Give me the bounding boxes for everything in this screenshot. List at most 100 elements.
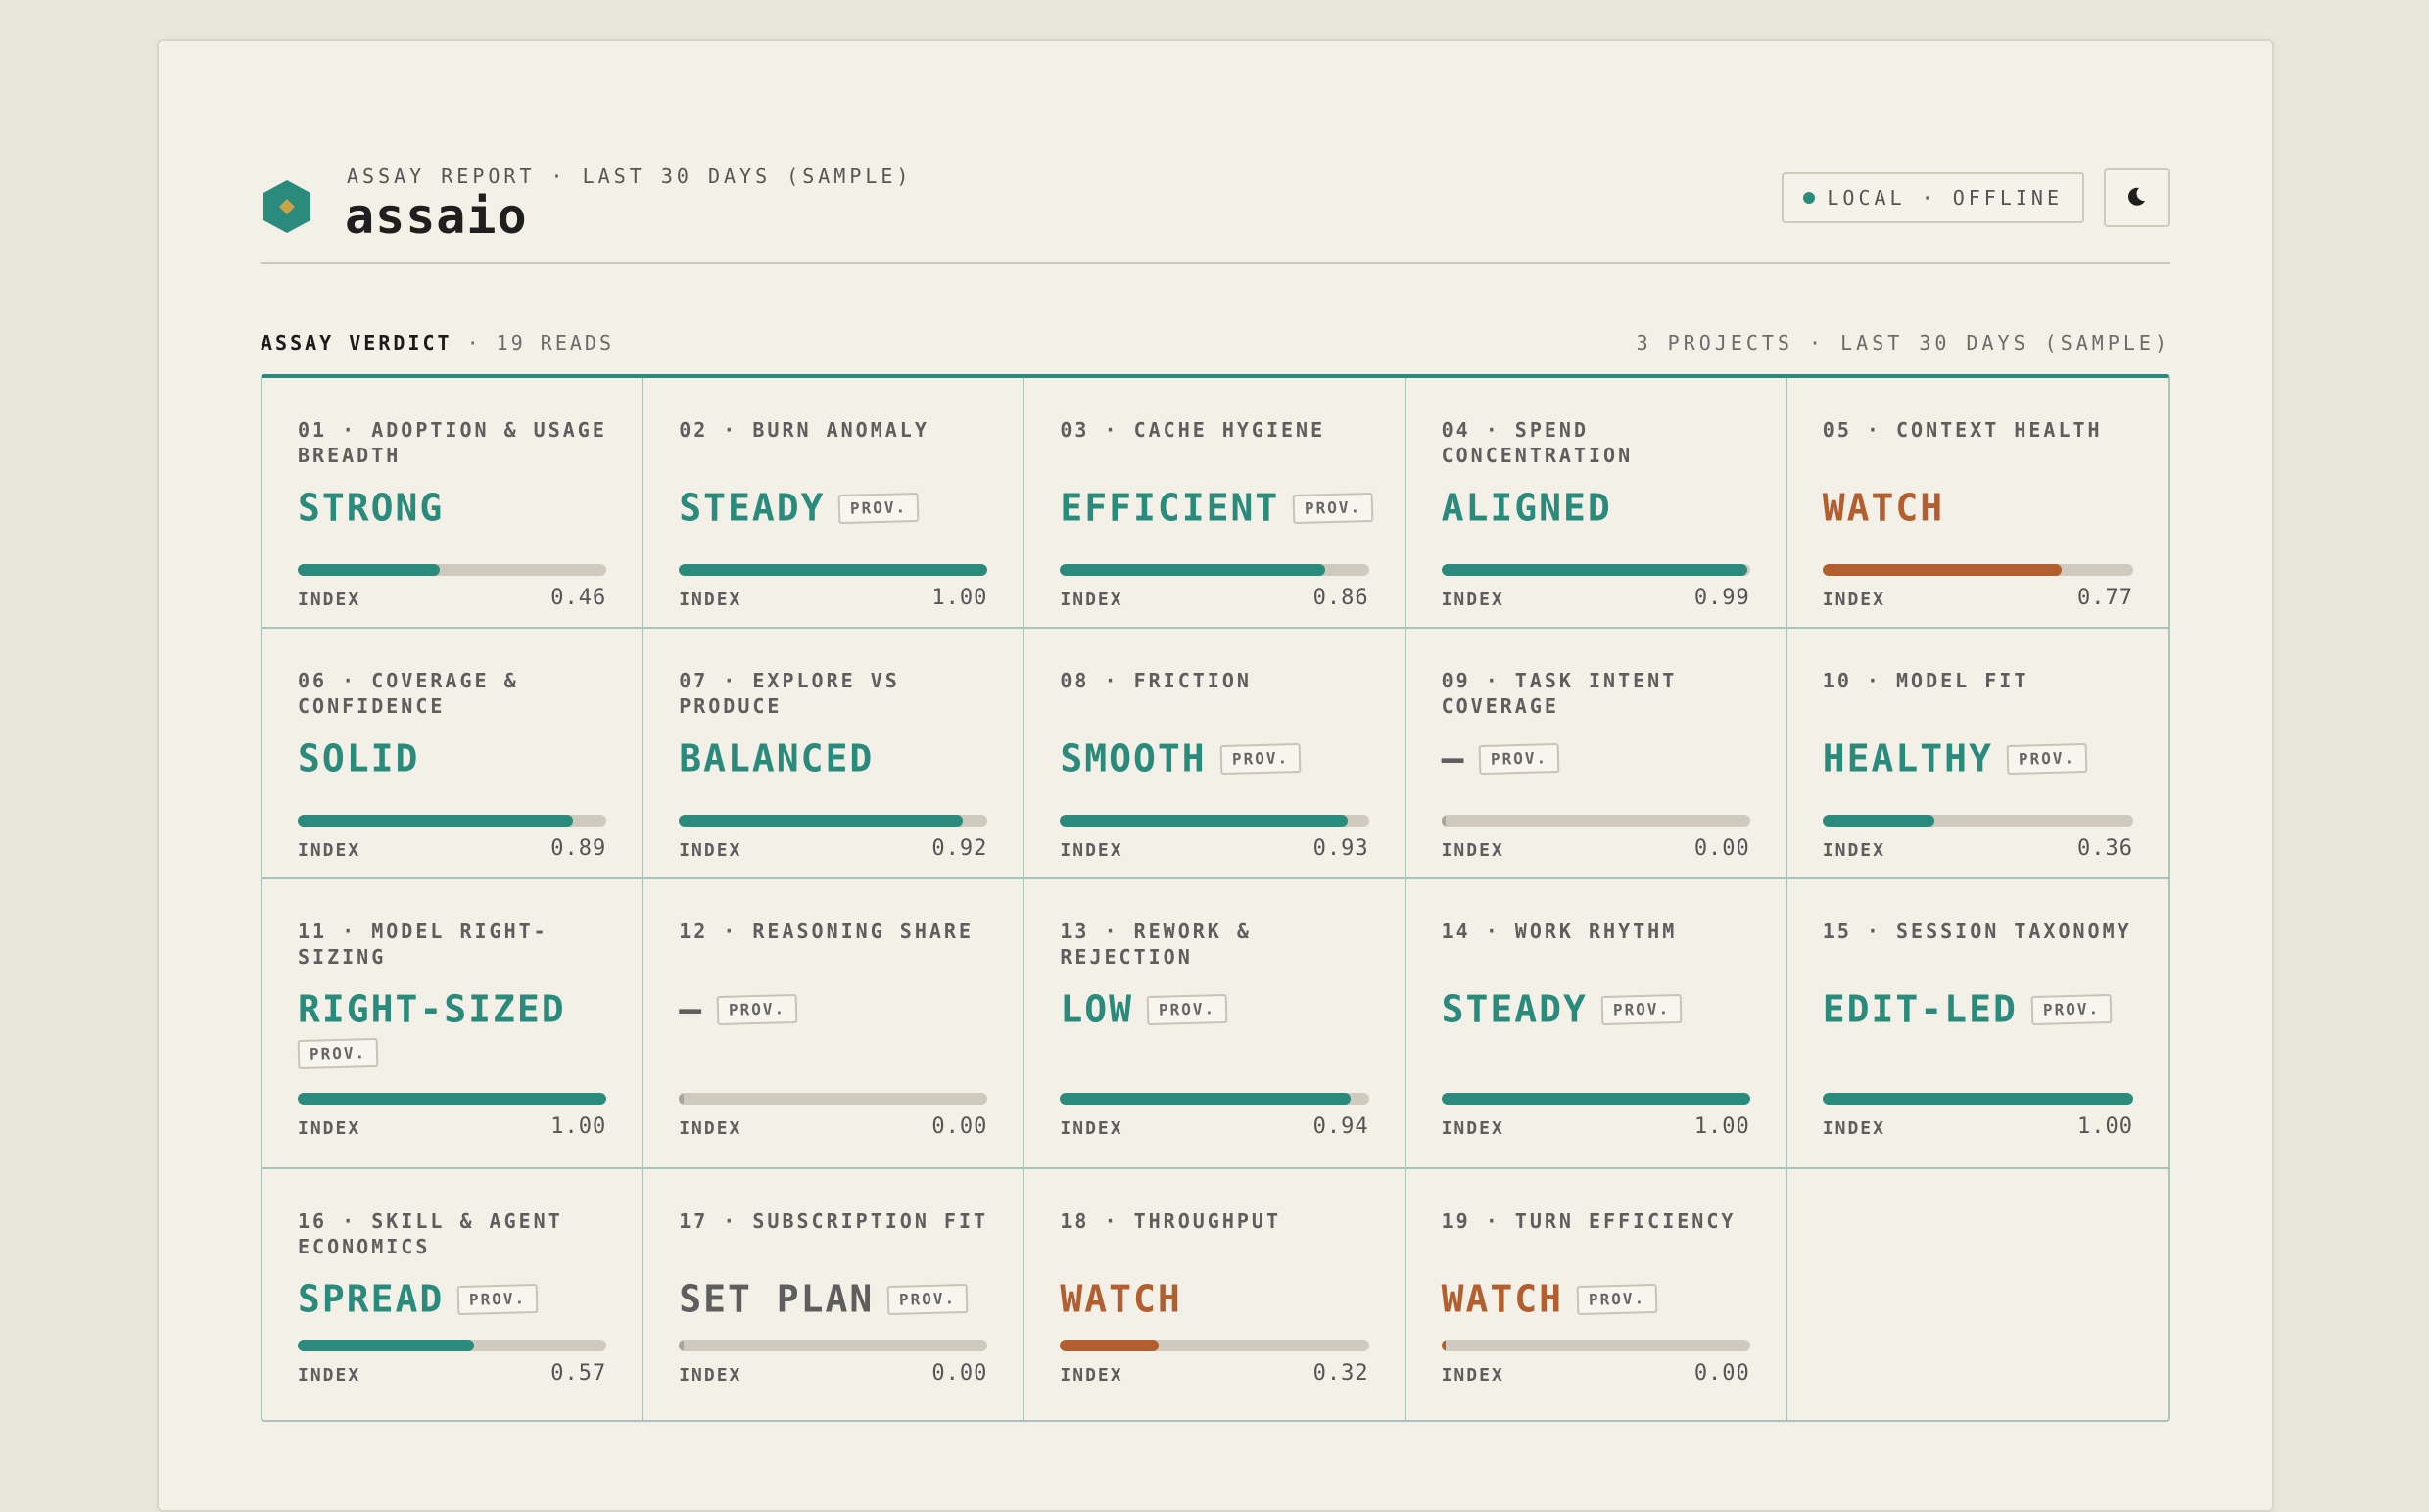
index-value: 0.32: [1312, 1361, 1369, 1386]
verdict-card: 07 · EXPLORE VS PRODUCE BALANCED INDEX 0.92: [643, 629, 1025, 879]
index-bar-fill: [298, 815, 573, 827]
verdict-card: 06 · COVERAGE & CONFIDENCE SOLID INDEX 0.89: [262, 629, 644, 879]
provisional-badge: PROV.: [2030, 993, 2113, 1025]
index-value: 0.57: [550, 1361, 607, 1386]
index-label: INDEX: [1060, 840, 1123, 861]
card-verdict: SMOOTH PROV.: [1060, 734, 1384, 780]
card-verdict: EDIT-LED PROV.: [1823, 985, 2149, 1031]
status-dot-icon: [1803, 192, 1816, 204]
index-label: INDEX: [1441, 1118, 1504, 1139]
index-label: INDEX: [1060, 1365, 1123, 1386]
verdict-card: 17 · SUBSCRIPTION FIT SET PLAN PROV. INDEX 0…: [643, 1169, 1025, 1420]
index-bar-fill: [1441, 1093, 1750, 1105]
index-label: INDEX: [298, 1118, 361, 1139]
index-bar: [679, 1340, 988, 1351]
index-bar-fill: [298, 1093, 607, 1105]
card-label: 12 · REASONING SHARE: [679, 920, 975, 943]
card-verdict: ALIGNED: [1442, 484, 1766, 530]
index-bar: [298, 1093, 607, 1105]
card-verdict: STEADY PROV.: [679, 484, 1003, 530]
index-label: INDEX: [1822, 590, 1885, 610]
verdict-text: WATCH: [1060, 1277, 1182, 1321]
index-value: 0.00: [931, 1361, 988, 1386]
verdict-card: 03 · CACHE HYGIENE EFFICIENT PROV. INDEX 0.8…: [1024, 378, 1406, 629]
verdict-grid: 01 · ADOPTION & USAGE BREADTH STRONG INDEX…: [261, 374, 2170, 1422]
index-bar-fill: [1060, 1093, 1351, 1105]
header-divider: [261, 262, 2170, 264]
verdict-card: 19 · TURN EFFICIENCY WATCH PROV. INDEX 0.00: [1406, 1169, 1787, 1420]
verdict-text: STEADY: [679, 486, 826, 530]
index-value: 0.93: [1312, 836, 1369, 861]
provisional-badge: PROV.: [2006, 742, 2088, 775]
verdict-card: 11 · MODEL RIGHT-SIZING RIGHT-SIZED PROV. I…: [262, 879, 644, 1169]
verdict-card: 14 · WORK RHYTHM STEADY PROV. INDEX 1.00: [1405, 879, 1787, 1169]
card-verdict: HEALTHY PROV.: [1823, 734, 2149, 780]
index-bar-fill: [1822, 1093, 2133, 1105]
verdict-card: 10 · MODEL FIT HEALTHY PROV. INDEX 0.36: [1786, 629, 2168, 879]
report-panel: ASSAY REPORT · LAST 30 DAYS (SAMPLE) ass…: [157, 39, 2274, 1512]
index-value: 0.00: [1693, 836, 1750, 861]
index-bar-fill: [679, 815, 964, 827]
index-bar: [1822, 564, 2133, 576]
index-label: INDEX: [679, 840, 742, 861]
provisional-badge: PROV.: [1576, 1283, 1658, 1315]
verdict-card: 09 · TASK INTENT COVERAGE — PROV. INDEX 0.00: [1405, 629, 1787, 879]
card-label: 10 · MODEL FIT: [1822, 669, 2029, 692]
index-bar: [298, 564, 607, 576]
provisional-badge: PROV.: [1600, 993, 1683, 1025]
index-bar-fill: [1822, 564, 2063, 576]
index-bar: [1060, 1093, 1369, 1105]
card-verdict: WATCH: [1060, 1275, 1384, 1321]
index-bar-fill: [1060, 815, 1348, 827]
card-verdict: LOW PROV.: [1060, 985, 1384, 1031]
verdict-card: 12 · REASONING SHARE — PROV. INDEX 0.00: [643, 879, 1025, 1169]
index-bar: [298, 815, 607, 827]
card-label: 17 · SUBSCRIPTION FIT: [679, 1209, 989, 1233]
index-bar-fill: [1441, 815, 1447, 827]
verdict-text: ALIGNED: [1441, 486, 1612, 530]
index-bar: [1441, 1093, 1750, 1105]
hexagon-logo-icon: [263, 180, 310, 233]
index-bar-fill: [1441, 564, 1747, 576]
verdict-text: —: [1441, 736, 1466, 780]
index-bar-fill: [298, 564, 440, 576]
index-bar: [1441, 815, 1750, 827]
provisional-badge: PROV.: [456, 1283, 539, 1315]
index-bar: [1822, 815, 2133, 827]
verdict-text: STEADY: [1441, 987, 1588, 1031]
provisional-badge: PROV.: [838, 492, 921, 524]
index-value: 1.00: [1693, 1114, 1750, 1139]
card-verdict: SET PLAN PROV.: [679, 1275, 1003, 1321]
section-title-text: ASSAY VERDICT: [261, 331, 452, 354]
card-verdict: SPREAD PROV.: [298, 1275, 622, 1321]
index-bar: [679, 815, 988, 827]
index-value: 0.89: [550, 836, 607, 861]
moon-icon: [2128, 187, 2145, 206]
index-value: 0.36: [2077, 836, 2133, 861]
card-label: 05 · CONTEXT HEALTH: [1822, 418, 2103, 442]
provisional-badge: PROV.: [1146, 993, 1228, 1025]
card-verdict: — PROV.: [1442, 734, 1766, 780]
index-value: 0.92: [931, 836, 988, 861]
index-value: 0.77: [2077, 586, 2133, 610]
index-label: INDEX: [1441, 840, 1504, 861]
index-label: INDEX: [298, 840, 361, 861]
index-bar: [298, 1340, 607, 1351]
index-bar: [1441, 1340, 1750, 1351]
provisional-badge: PROV.: [1292, 492, 1374, 524]
provisional-badge: PROV.: [1219, 742, 1302, 775]
index-value: 1.00: [2077, 1114, 2133, 1139]
theme-toggle-button[interactable]: [2104, 168, 2170, 227]
card-verdict: SOLID: [298, 734, 622, 780]
verdict-text: EDIT-LED: [1822, 987, 2018, 1031]
card-label: 14 · WORK RHYTHM: [1441, 920, 1678, 943]
verdict-text: —: [679, 987, 704, 1031]
verdict-text: RIGHT-SIZED: [298, 987, 566, 1031]
index-label: INDEX: [298, 1365, 361, 1386]
verdict-text: WATCH: [1822, 486, 1945, 530]
index-value: 0.94: [1312, 1114, 1369, 1139]
card-verdict: WATCH PROV.: [1442, 1275, 1766, 1321]
verdict-card: 01 · ADOPTION & USAGE BREADTH STRONG INDEX…: [262, 378, 644, 629]
verdict-card: 05 · CONTEXT HEALTH WATCH INDEX 0.77: [1786, 378, 2168, 629]
index-bar: [1060, 815, 1369, 827]
